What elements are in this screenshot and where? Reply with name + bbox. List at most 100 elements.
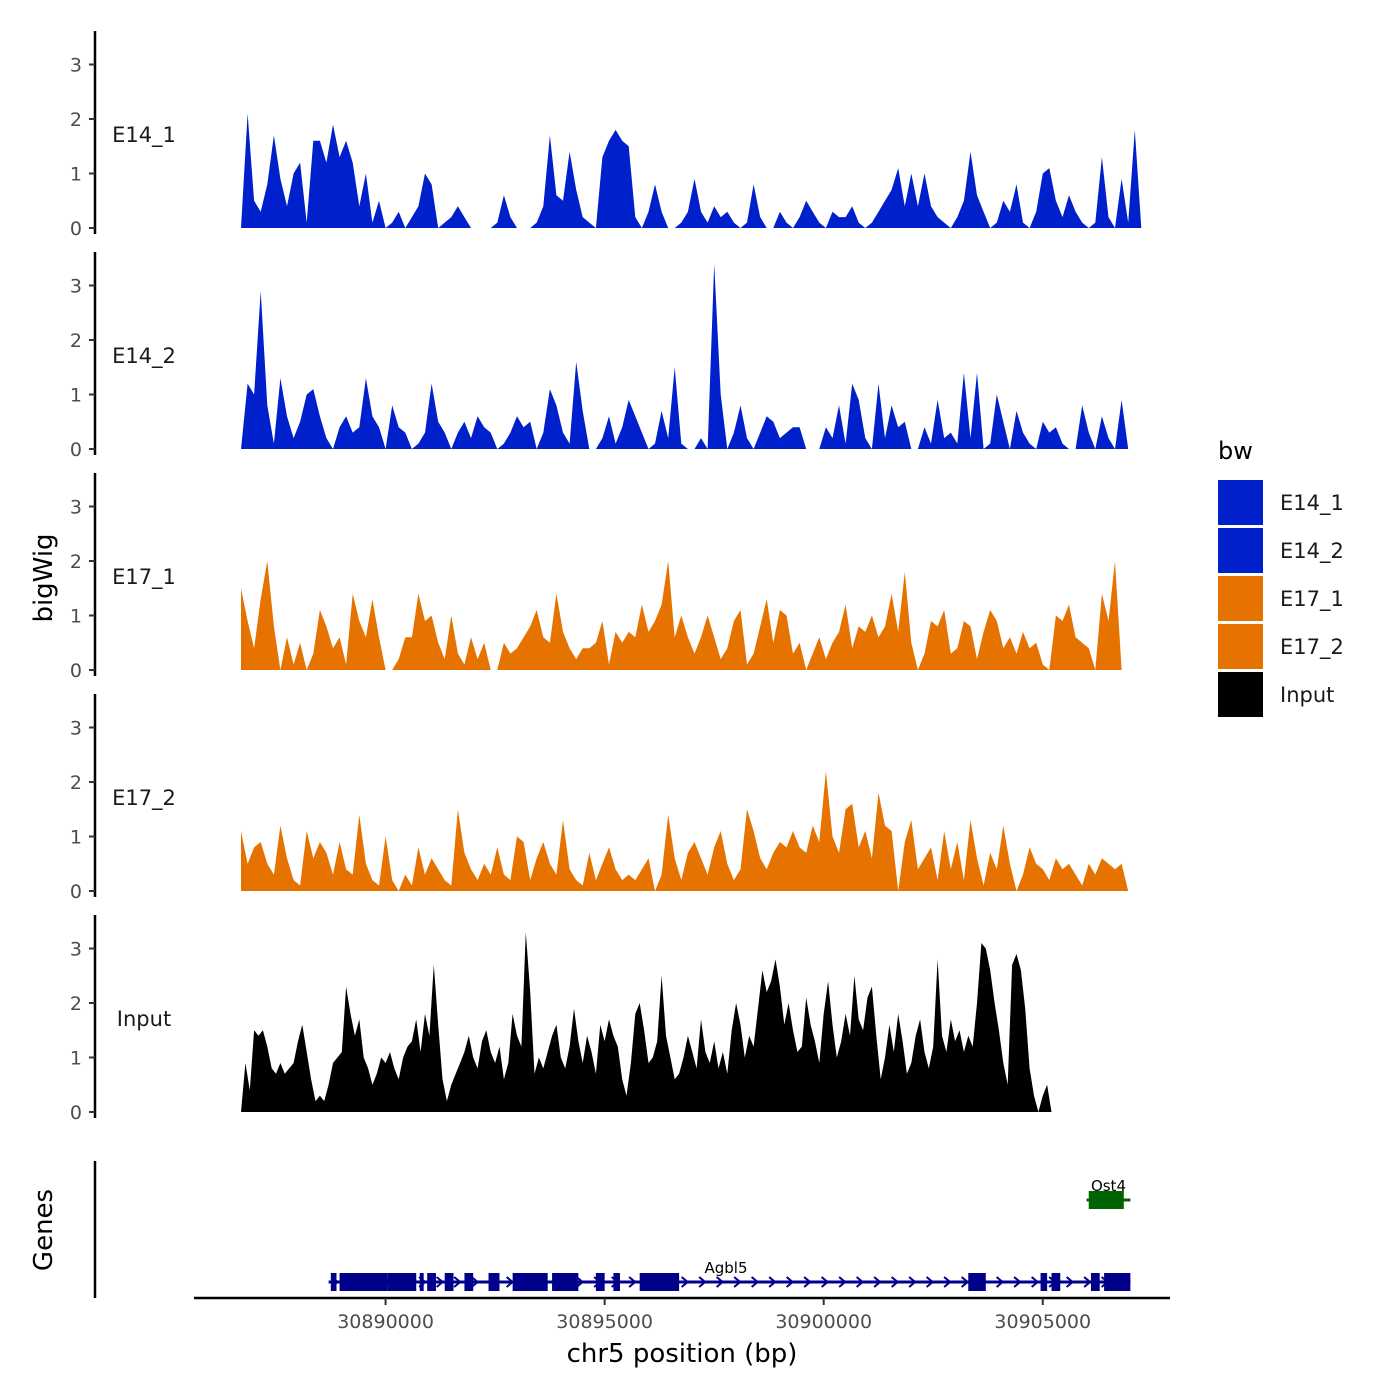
strand-arrow <box>1065 1276 1075 1288</box>
strand-arrow <box>960 1276 970 1288</box>
strand-arrow <box>873 1276 882 1288</box>
gene-exon <box>1051 1273 1061 1291</box>
strand-arrow <box>750 1276 760 1288</box>
y-tick-label: 2 <box>70 330 82 352</box>
gene-exon <box>387 1273 417 1291</box>
coverage-tracks: 0 1 2 3 E14_1 0 1 2 3 E14_2 0 1 2 3 E17_1 0 1 2 3 E17_2 0 1 2 3… <box>70 31 1142 1124</box>
strand-arrow <box>698 1276 707 1288</box>
gene-exon <box>1104 1273 1131 1291</box>
legend-swatch <box>1218 528 1263 573</box>
strand-arrow <box>715 1276 725 1288</box>
strand-arrow <box>925 1276 935 1288</box>
x-axis-title: chr5 position (bp) <box>567 1339 798 1369</box>
y-tick-label: 3 <box>70 276 82 298</box>
genes-track-title: Genes <box>29 1189 59 1271</box>
gene-exon <box>339 1273 388 1291</box>
track-label: E14_2 <box>112 344 176 369</box>
x-tick-label: 30895000 <box>556 1311 653 1333</box>
y-tick-label: 1 <box>70 385 82 407</box>
strand-arrow <box>1083 1276 1092 1288</box>
genes-track: Agbl5 Ost4 <box>93 1161 1131 1298</box>
gene-exon <box>1040 1273 1048 1291</box>
y-tick-label: 0 <box>70 439 82 461</box>
strand-arrow <box>453 1276 462 1288</box>
y-tick-label: 0 <box>70 660 82 682</box>
gene-agbl5: Agbl5 <box>328 1259 1131 1291</box>
gene-exon <box>444 1273 454 1291</box>
track-area-e17-2 <box>241 771 1129 891</box>
legend-label: E17_1 <box>1280 587 1344 612</box>
legend-label: Input <box>1280 683 1334 707</box>
gene-exon <box>595 1273 605 1291</box>
strand-arrow <box>803 1276 812 1288</box>
y-tick-label: 0 <box>70 218 82 240</box>
legend-label: E14_2 <box>1280 539 1344 564</box>
x-tick-label: 30890000 <box>337 1311 434 1333</box>
strand-arrow <box>855 1276 865 1288</box>
strand-arrow <box>680 1276 690 1288</box>
y-tick-label: 2 <box>70 109 82 131</box>
gene-exon <box>613 1273 620 1291</box>
gene-label: Agbl5 <box>704 1259 747 1277</box>
gene-exon <box>330 1273 337 1291</box>
y-tick-label: 0 <box>70 1102 82 1124</box>
strand-arrow <box>995 1276 1005 1288</box>
strand-arrow <box>890 1276 900 1288</box>
track-e14-2: 0 1 2 3 E14_2 <box>70 252 1129 461</box>
legend-swatch <box>1218 672 1263 717</box>
track-area-e17-1 <box>241 561 1122 670</box>
track-label: E17_2 <box>112 786 176 811</box>
legend-swatch <box>1218 480 1263 525</box>
legend: bw E14_1 E14_2 E17_1 E17_2 Input <box>1218 437 1344 717</box>
track-input: 0 1 2 3 Input <box>70 915 1052 1124</box>
gene-ost4: Ost4 <box>1086 1177 1131 1209</box>
track-label: E17_1 <box>112 565 176 590</box>
y-tick-label: 1 <box>70 827 82 849</box>
track-e17-1: 0 1 2 3 E17_1 <box>70 473 1122 682</box>
track-area-input <box>241 932 1052 1112</box>
strand-arrow <box>575 1276 585 1288</box>
y-tick-label: 2 <box>70 772 82 794</box>
track-e14-1: 0 1 2 3 E14_1 <box>70 31 1142 240</box>
y-axis-title: bigWig <box>29 533 59 622</box>
y-tick-label: 0 <box>70 881 82 903</box>
track-area-e14-1 <box>241 113 1142 228</box>
strand-arrow <box>628 1276 637 1288</box>
gene-exon <box>968 1273 986 1291</box>
strand-arrow <box>1013 1276 1022 1288</box>
track-area-e14-2 <box>241 263 1129 449</box>
track-label: Input <box>117 1007 171 1031</box>
gene-exon <box>639 1273 680 1291</box>
legend-title: bw <box>1218 437 1253 465</box>
legend-swatch <box>1218 576 1263 621</box>
y-tick-label: 2 <box>70 993 82 1015</box>
strand-arrow <box>838 1276 847 1288</box>
x-axis: 30890000 30895000 30900000 30905000 <box>194 1296 1170 1333</box>
gene-label: Ost4 <box>1091 1177 1126 1195</box>
strand-arrow <box>820 1276 830 1288</box>
y-tick-label: 3 <box>70 55 82 77</box>
strand-arrow <box>470 1276 480 1288</box>
track-e17-2: 0 1 2 3 E17_2 <box>70 694 1129 903</box>
y-tick-label: 3 <box>70 718 82 740</box>
gene-exon <box>1090 1273 1100 1291</box>
legend-label: E17_2 <box>1280 635 1344 660</box>
x-tick-label: 30900000 <box>775 1311 872 1333</box>
strand-arrow <box>505 1276 515 1288</box>
x-tick-label: 30905000 <box>994 1311 1091 1333</box>
gene-exon <box>427 1273 436 1291</box>
legend-swatch <box>1218 624 1263 669</box>
y-tick-label: 2 <box>70 551 82 573</box>
y-tick-label: 3 <box>70 939 82 961</box>
gene-exon <box>488 1273 500 1291</box>
gene-exon <box>1088 1191 1124 1209</box>
y-tick-label: 1 <box>70 1048 82 1070</box>
strand-arrow <box>1030 1276 1040 1288</box>
strand-arrow <box>943 1276 952 1288</box>
gene-exon <box>552 1273 579 1291</box>
strand-arrow <box>733 1276 742 1288</box>
gene-exon <box>419 1273 424 1291</box>
strand-arrow <box>768 1276 777 1288</box>
gene-exon <box>512 1273 548 1291</box>
